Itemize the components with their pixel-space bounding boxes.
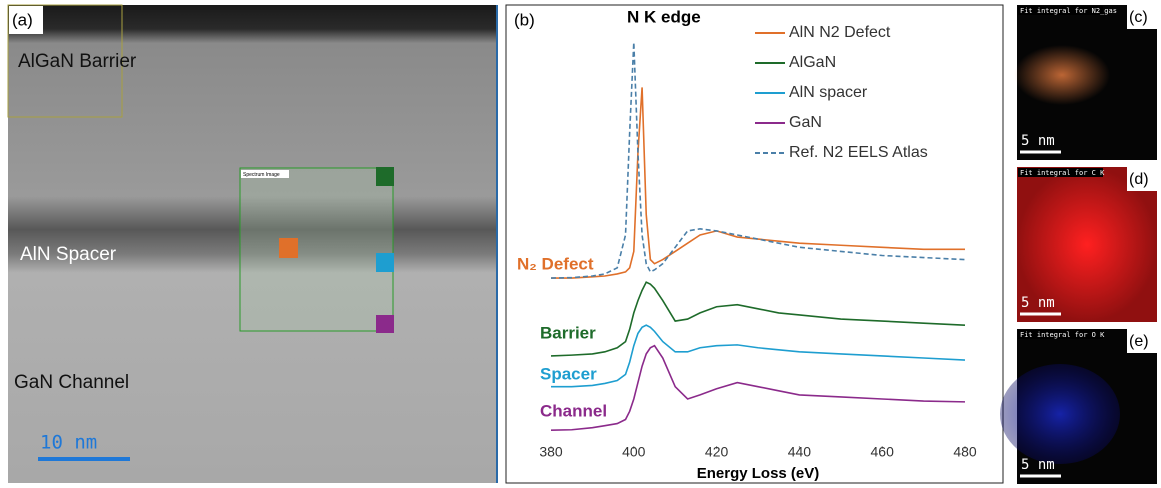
map-title: Fit integral for N2_gas	[1020, 7, 1117, 15]
figure-canvas: Spectrum Image (a) AlGaN Barrier AlN Spa…	[0, 0, 1161, 488]
legend-label: Ref. N2 EELS Atlas	[789, 144, 928, 161]
figure: Spectrum Image (a) AlGaN Barrier AlN Spa…	[0, 0, 1161, 488]
roi-marker	[279, 238, 298, 258]
x-tick-label: 400	[622, 444, 646, 460]
maps: Fit integral for N2_gas (c) 5 nm Fit integr…	[1000, 5, 1157, 484]
map-signal	[1014, 45, 1110, 105]
scale-bar-label: 5 nm	[1021, 295, 1055, 311]
x-tick-label: 420	[705, 444, 729, 460]
panel-b: (b) Energy Loss (eV) 380 400 420 440 460 480 A…	[506, 5, 1003, 483]
annotation: Spacer	[540, 364, 597, 383]
legend-label: AlGaN	[789, 54, 836, 71]
x-tick-label: 460	[871, 444, 895, 460]
panel-label: (e)	[1129, 333, 1149, 350]
scale-bar-label: 5 nm	[1021, 133, 1055, 149]
annotation: Barrier	[540, 323, 596, 342]
scale-bar-label: 5 nm	[1021, 457, 1055, 473]
x-axis-title: Energy Loss (eV)	[697, 465, 820, 482]
panel-label: (b)	[514, 10, 535, 29]
annotation: Channel	[540, 401, 607, 420]
legend-label: AlN spacer	[789, 84, 868, 101]
roi-marker	[376, 167, 394, 186]
region-label: AlN Spacer	[20, 244, 117, 265]
region-label: GaN Channel	[14, 372, 129, 393]
scale-bar-label: 10 nm	[40, 432, 97, 454]
x-tick-label: 480	[953, 444, 977, 460]
annotation: N K edge	[627, 7, 701, 26]
x-tick-label: 380	[539, 444, 563, 460]
region-label: AlGaN Barrier	[18, 51, 137, 72]
map-signal	[1000, 364, 1120, 464]
legend-label: AlN N2 Defect	[789, 24, 891, 41]
map-title: Fit integral for O K	[1020, 331, 1105, 339]
panel-label: (a)	[12, 10, 33, 29]
legend-label: GaN	[789, 114, 822, 131]
spectrum-image-box	[240, 168, 393, 331]
roi-marker	[376, 315, 394, 333]
box-label: Spectrum Image	[243, 172, 280, 178]
map-title: Fit integral for C K	[1020, 169, 1105, 177]
annotation: N₂ Defect	[517, 254, 594, 273]
roi-marker	[376, 253, 394, 272]
panel-a: Spectrum Image (a) AlGaN Barrier AlN Spa…	[8, 5, 497, 483]
panel-label: (d)	[1129, 171, 1149, 188]
panel-label: (c)	[1129, 9, 1148, 26]
x-tick-label: 440	[788, 444, 812, 460]
